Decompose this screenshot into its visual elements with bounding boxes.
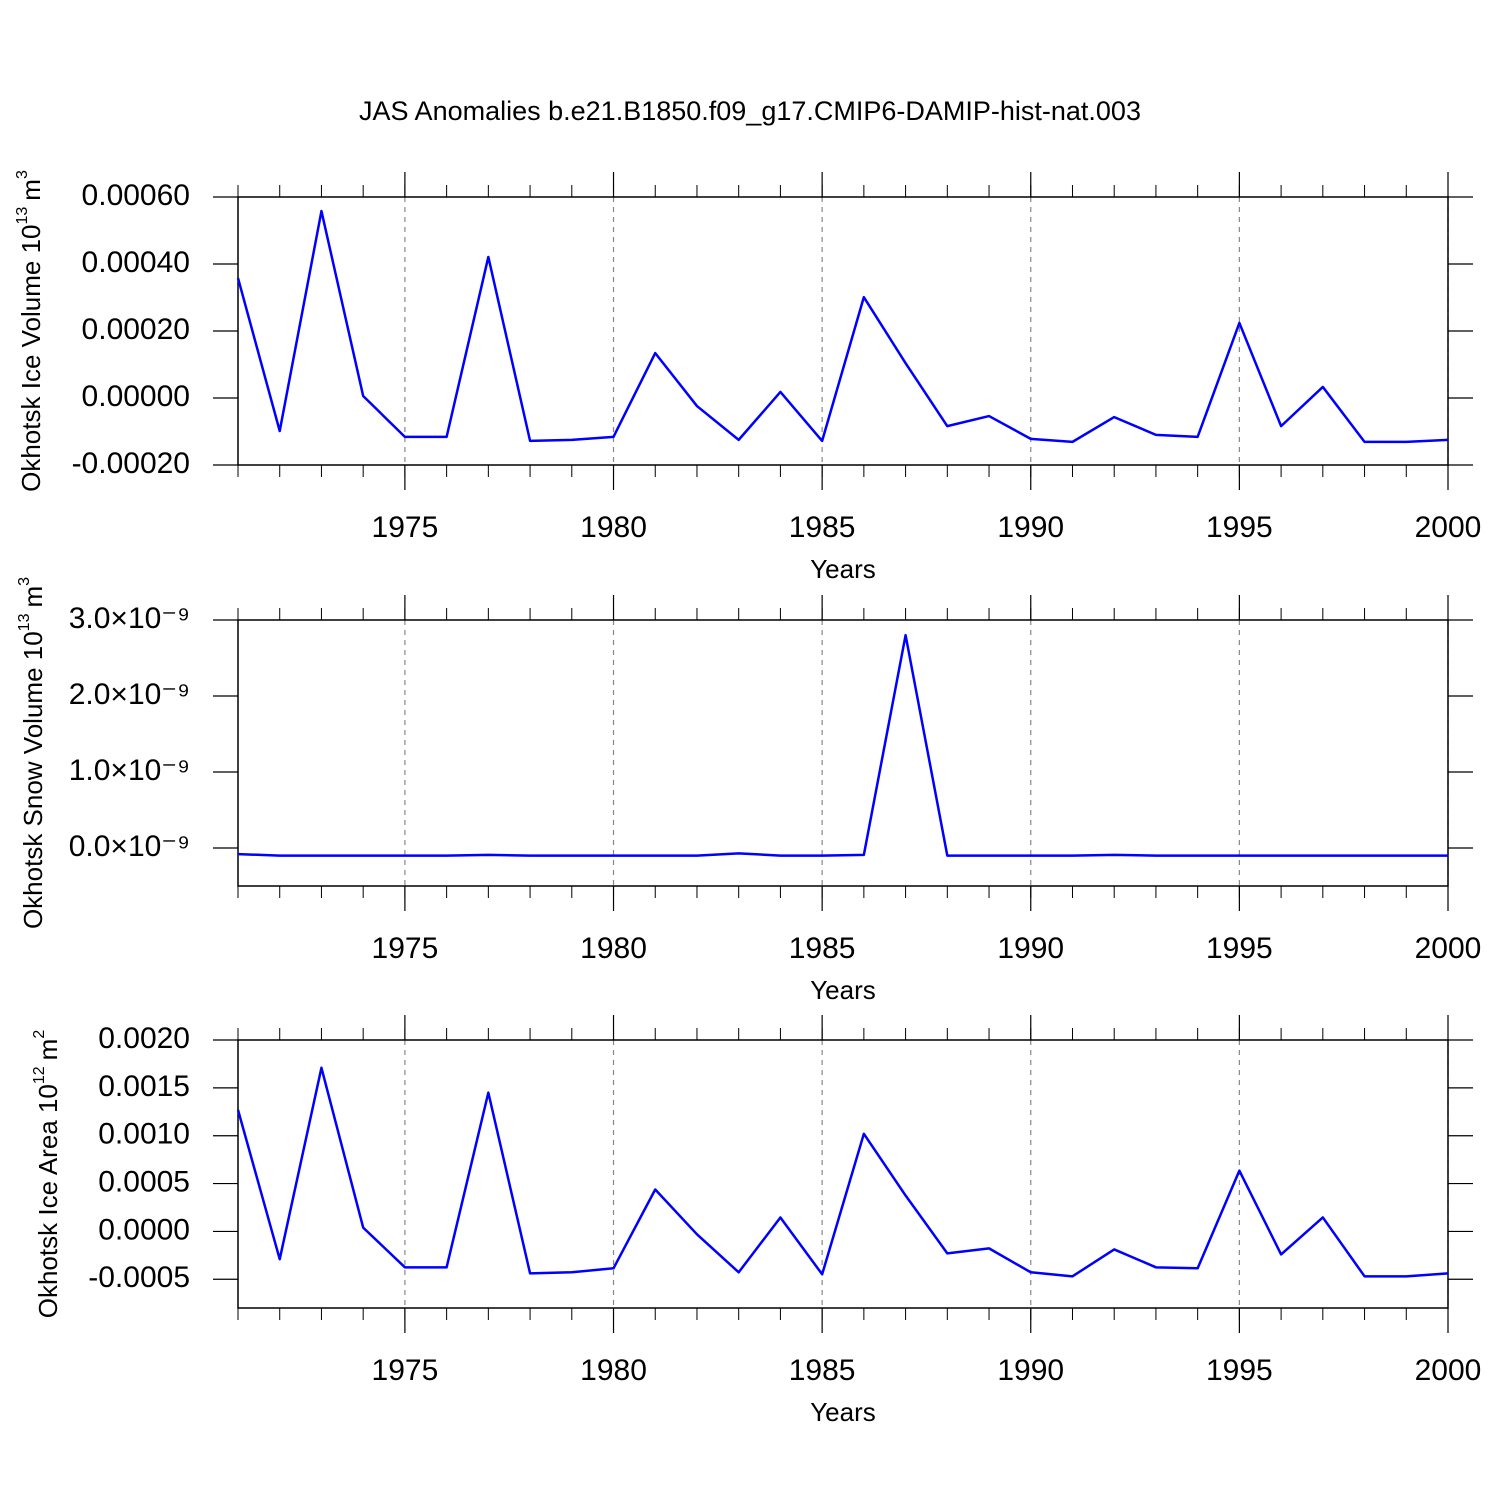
x-tick-label: 2000 <box>1415 511 1482 544</box>
x-tick-label: 1990 <box>997 932 1064 965</box>
y-axis-title-part: 12 <box>31 1066 48 1084</box>
x-tick-label: 1985 <box>789 932 856 965</box>
x-tick-label: 1975 <box>372 1354 439 1387</box>
y-axis-title-part: 13 <box>16 613 33 631</box>
y-tick-label: 0.0000 <box>98 1213 190 1246</box>
y-axis-title-part: 2 <box>31 1030 48 1039</box>
data-line <box>236 1066 1449 1278</box>
y-axis-title-part: 3 <box>16 577 33 586</box>
plot-frame <box>237 1039 1449 1309</box>
x-tick-label: 1990 <box>997 511 1064 544</box>
y-tick-label: 0.00000 <box>82 380 190 413</box>
x-tick-label: 1975 <box>372 932 439 965</box>
x-tick-label: 1985 <box>789 1354 856 1387</box>
data-line <box>237 633 1448 857</box>
y-axis-title: Okhotsk Ice Volume 1013 m3 <box>14 170 46 492</box>
y-tick-label: 0.0015 <box>98 1070 190 1103</box>
y-axis-title-part: Okhotsk Ice Area 10 <box>33 1084 63 1318</box>
x-tick-label: 1995 <box>1206 511 1273 544</box>
y-tick-label: 0.0×10⁻⁹ <box>69 830 190 863</box>
y-tick-label: 3.0×10⁻⁹ <box>69 602 190 635</box>
y-axis-title-part: Okhotsk Ice Volume 10 <box>16 225 46 492</box>
y-axis-title: Okhotsk Snow Volume 1013 m3 <box>16 577 48 929</box>
y-axis-title-part: Okhotsk Snow Volume 10 <box>18 631 48 929</box>
y-axis-title-part: m <box>18 586 48 608</box>
y-tick-label: -0.0005 <box>88 1261 190 1294</box>
x-tick-label: 1995 <box>1206 1354 1273 1387</box>
y-axis-title-part: m <box>33 1039 63 1061</box>
x-axis-title: Years <box>810 975 876 1005</box>
y-tick-label: 1.0×10⁻⁹ <box>69 754 190 787</box>
x-tick-label: 2000 <box>1415 1354 1482 1387</box>
plot-frame <box>237 196 1449 466</box>
x-tick-label: 1980 <box>580 1354 647 1387</box>
x-tick-label: 1975 <box>372 511 439 544</box>
data-line <box>236 209 1449 444</box>
figure-title: JAS Anomalies b.e21.B1850.f09_g17.CMIP6-… <box>359 96 1141 126</box>
y-tick-label: 0.00040 <box>82 246 190 279</box>
y-tick-label: 0.00020 <box>82 313 190 346</box>
y-axis-title: Okhotsk Ice Area 1012 m2 <box>31 1030 63 1319</box>
y-tick-label: 2.0×10⁻⁹ <box>69 678 190 711</box>
y-tick-label: -0.00020 <box>72 447 190 480</box>
y-tick-label: 0.00060 <box>82 179 190 212</box>
x-axis-title: Years <box>810 554 876 584</box>
x-tick-label: 1980 <box>580 932 647 965</box>
plot-frame <box>237 619 1449 887</box>
x-tick-label: 1985 <box>789 511 856 544</box>
y-tick-label: 0.0020 <box>98 1022 190 1055</box>
x-tick-label: 1995 <box>1206 932 1273 965</box>
x-tick-label: 1980 <box>580 511 647 544</box>
x-tick-label: 2000 <box>1415 932 1482 965</box>
x-tick-label: 1990 <box>997 1354 1064 1387</box>
y-tick-label: 0.0010 <box>98 1118 190 1151</box>
y-axis-title-part: m <box>16 179 46 201</box>
y-axis-title-part: 13 <box>14 207 31 225</box>
x-axis-title: Years <box>810 1397 876 1427</box>
y-axis-title-part: 3 <box>14 170 31 179</box>
y-tick-label: 0.0005 <box>98 1165 190 1198</box>
